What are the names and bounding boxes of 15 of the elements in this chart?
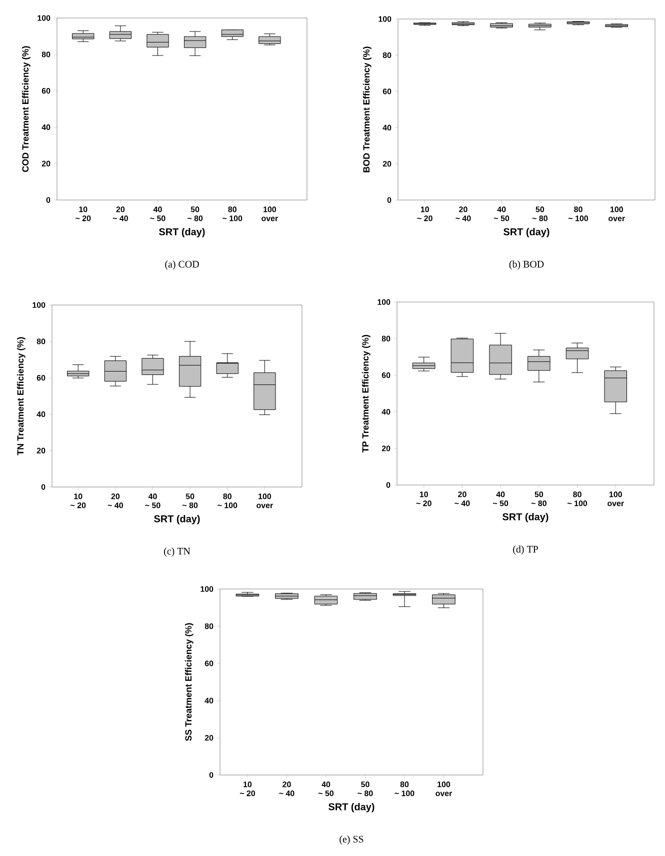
x-axis-title: SRT (day) bbox=[502, 512, 548, 522]
y-axis-title: COD Treatment Efficiency (%) bbox=[22, 46, 30, 172]
text: (c) TN bbox=[164, 548, 190, 557]
y-axis-title: TN Treatment Efficiency (%) bbox=[16, 337, 26, 456]
y-axis-title: TP Treatment Efficiency (%) bbox=[362, 334, 370, 452]
y-axis-title: SS Treatment Efficiency (%) bbox=[184, 623, 194, 742]
text: (b) BOD bbox=[509, 260, 544, 270]
x-axis-title: SRT (day) bbox=[504, 228, 550, 238]
x-axis-title: SRT (day) bbox=[154, 514, 200, 524]
y-axis-title: BOD Treatment Efficiency (%) bbox=[362, 46, 372, 172]
x-axis-title: SRT (day) bbox=[159, 228, 205, 238]
text: (d) TP bbox=[513, 546, 538, 555]
x-axis-title: SRT (day) bbox=[328, 802, 374, 812]
text: (e) SS bbox=[340, 836, 364, 845]
text: (a) COD bbox=[165, 260, 199, 270]
